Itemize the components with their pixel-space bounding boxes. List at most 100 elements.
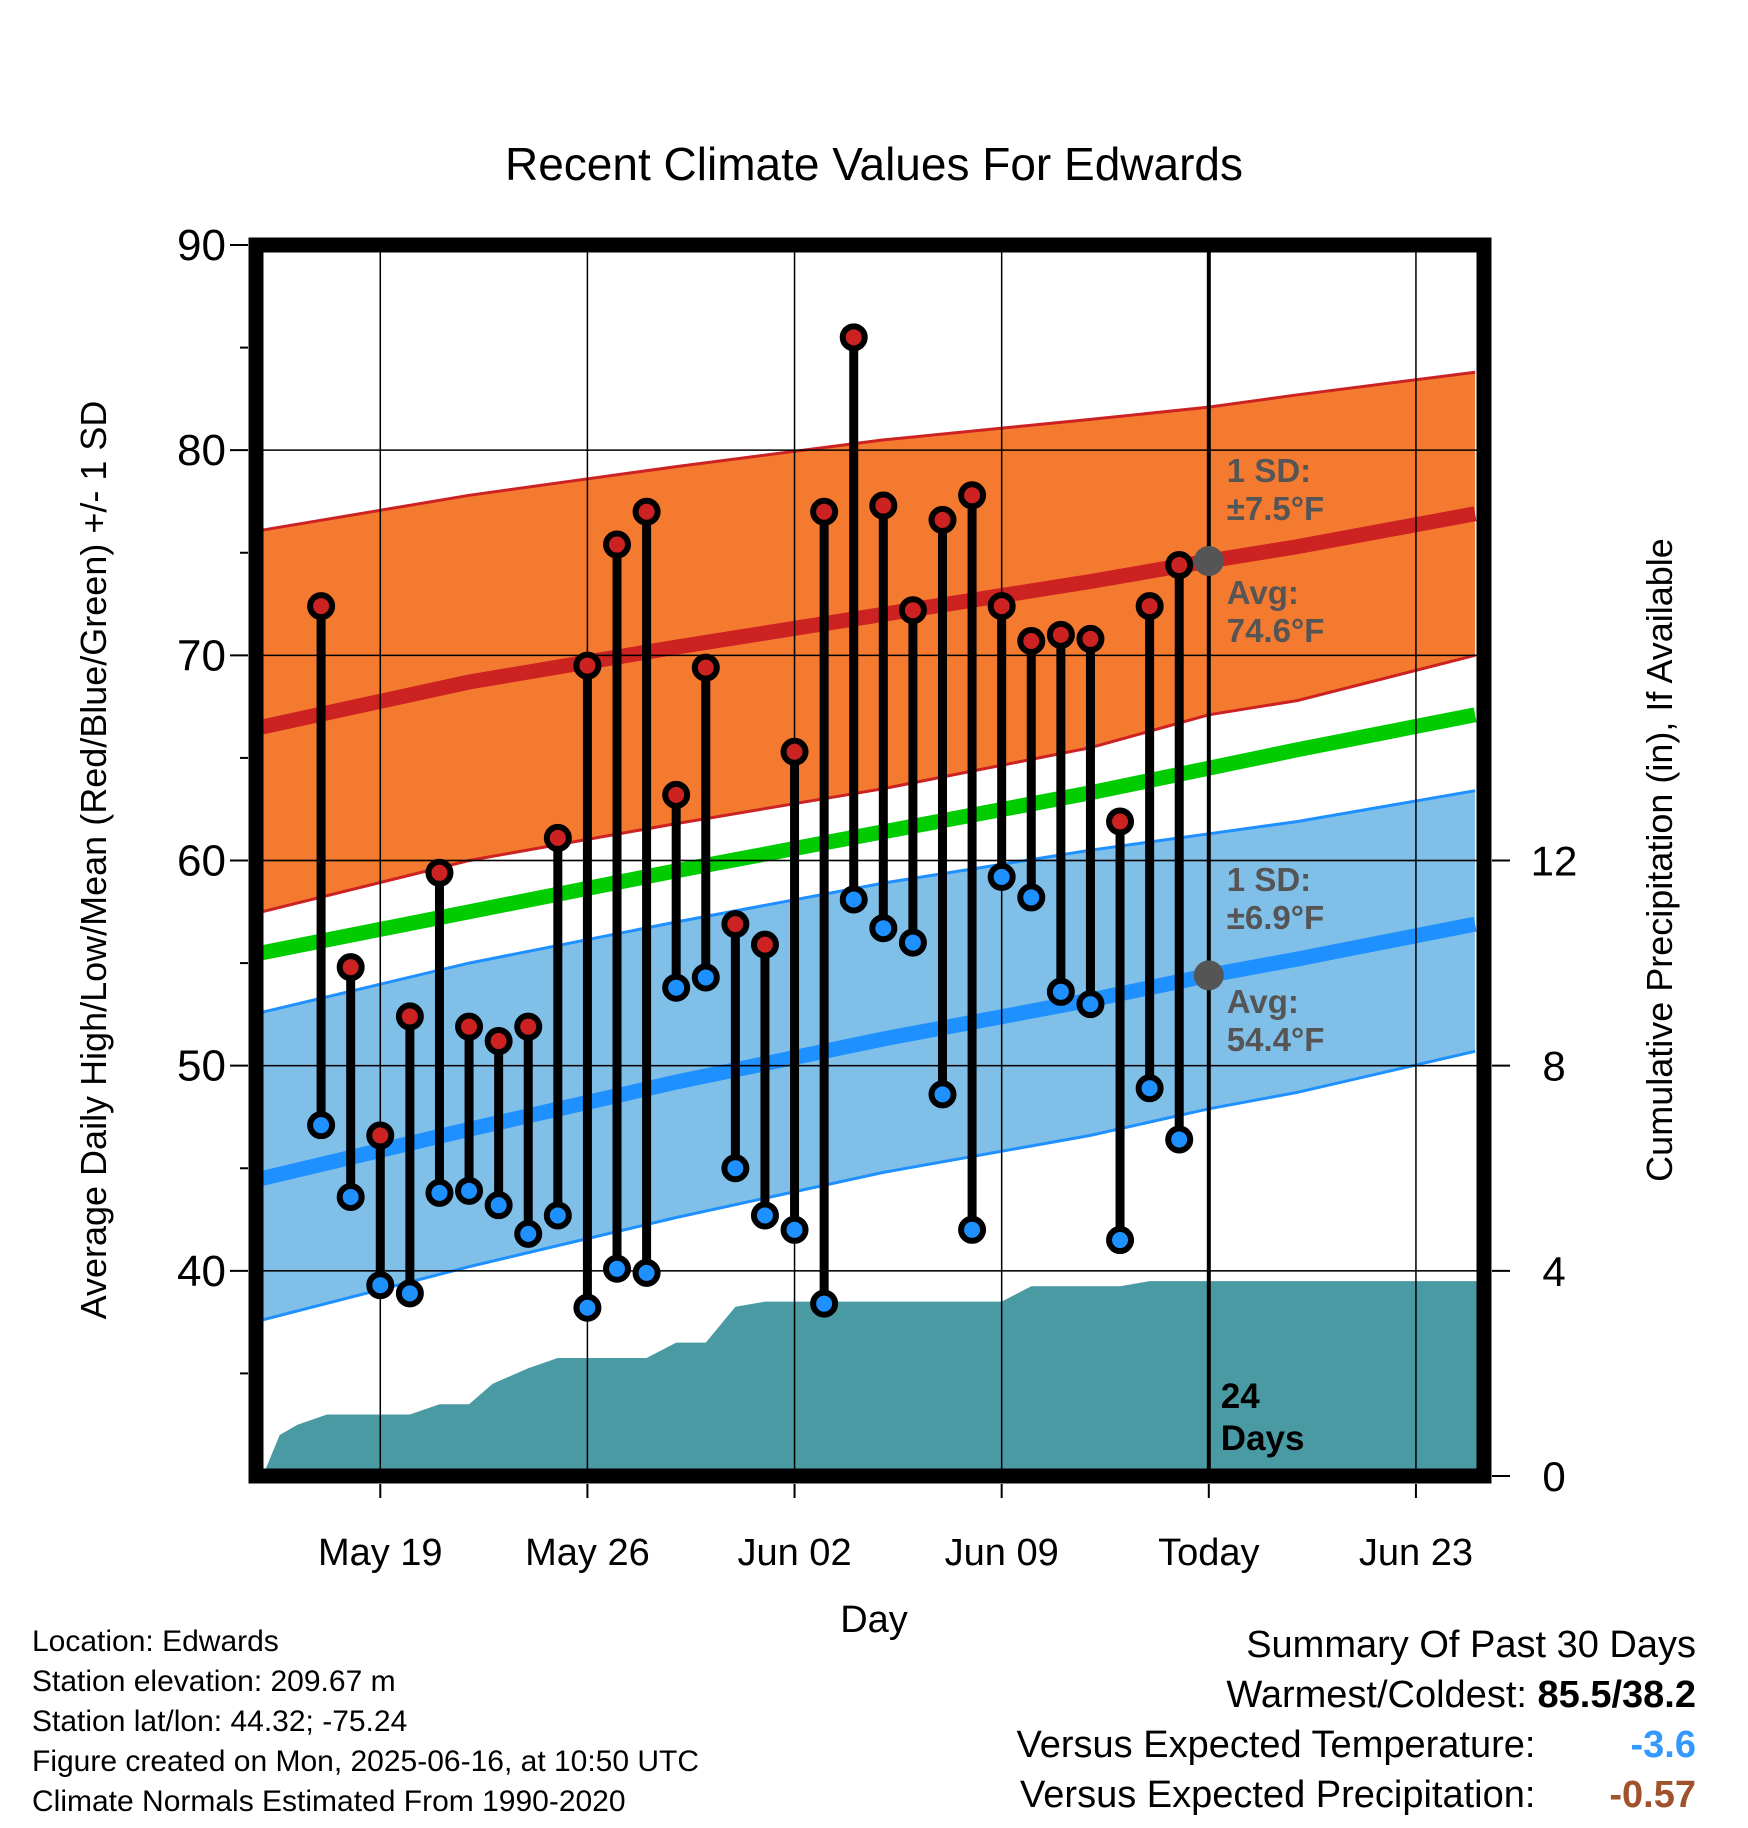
created-text: Figure created on Mon, 2025-06-16, at 10… xyxy=(32,1745,700,1778)
y-tick-label: 80 xyxy=(177,426,226,475)
daily-low-point xyxy=(780,1215,809,1244)
low-avg-annotation-line: Avg: xyxy=(1227,983,1299,1020)
daily-low-point xyxy=(484,1191,513,1220)
x-tick-label: Jun 09 xyxy=(945,1532,1059,1574)
daily-high-point xyxy=(869,491,898,520)
y2-tick-label: 8 xyxy=(1542,1043,1565,1090)
precip-label: Versus Expected Precipitation: xyxy=(1020,1774,1536,1816)
daily-high-point xyxy=(1106,807,1135,836)
daily-high-point xyxy=(366,1121,395,1150)
daily-low-point xyxy=(632,1258,661,1287)
daily-low-point xyxy=(395,1279,424,1308)
x-tick-label: May 26 xyxy=(525,1532,650,1574)
temp-label: Versus Expected Temperature: xyxy=(1016,1724,1536,1766)
y-tick-label: 90 xyxy=(177,221,226,270)
daily-high-point xyxy=(958,481,987,510)
chart-title: Recent Climate Values For Edwards xyxy=(505,138,1243,190)
low-band-upper-edge xyxy=(261,789,1476,1014)
daily-low-point xyxy=(366,1271,395,1300)
daily-low-point xyxy=(750,1201,779,1230)
daily-high-point xyxy=(336,953,365,982)
daily-high-point xyxy=(307,592,336,621)
y-tick-label: 40 xyxy=(177,1247,226,1296)
today-days-label-line: Days xyxy=(1221,1419,1305,1458)
station-info: Location: Edwards Station elevation: 209… xyxy=(32,1622,699,1822)
daily-low-point xyxy=(1165,1125,1194,1154)
daily-high-point xyxy=(573,651,602,680)
daily-low-point xyxy=(1017,883,1046,912)
low-avg-annotation: Avg: 54.4°F xyxy=(1227,983,1325,1058)
x-tick-label: May 19 xyxy=(318,1532,443,1574)
y-tick-label: 60 xyxy=(177,837,226,886)
daily-high-point xyxy=(514,1012,543,1041)
daily-low-point xyxy=(573,1293,602,1322)
high-sd-band xyxy=(261,372,1476,912)
warm-cold-value: 85.5/38.2 xyxy=(1537,1674,1696,1716)
daily-low-point xyxy=(455,1176,484,1205)
y2-tick-label: 4 xyxy=(1542,1248,1565,1295)
temp-value: -3.6 xyxy=(1630,1724,1696,1766)
plot-frame xyxy=(248,237,1492,1484)
daily-low-point xyxy=(1046,977,1075,1006)
y-tick-label: 50 xyxy=(177,1042,226,1091)
low-sd-annotation-line: 1 SD: xyxy=(1227,861,1311,898)
daily-high-point xyxy=(780,737,809,766)
daily-high-point xyxy=(810,497,839,526)
high-avg-annotation-line: Avg: xyxy=(1227,574,1299,611)
daily-low-point xyxy=(307,1111,336,1140)
daily-high-point xyxy=(928,505,957,534)
daily-high-point xyxy=(1165,551,1194,580)
normal-mean-line xyxy=(260,707,1477,961)
daily-low-point xyxy=(662,973,691,1002)
high-sd-annotation: 1 SD: ±7.5°F xyxy=(1227,452,1324,527)
y-axis-label: Average Daily High/Low/Mean (Red/Blue/Gr… xyxy=(73,401,114,1320)
daily-high-point xyxy=(632,497,661,526)
daily-low-point xyxy=(543,1201,572,1230)
today-days-label-line: 24 xyxy=(1221,1377,1260,1416)
normal-high-line xyxy=(260,506,1477,735)
daily-high-point xyxy=(1046,620,1075,649)
y2-axis-label: Cumulative Precipitation (in), If Availa… xyxy=(1639,538,1680,1182)
latlon-text: Station lat/lon: 44.32; -75.24 xyxy=(32,1705,408,1738)
location-text: Location: Edwards xyxy=(32,1625,279,1658)
high-band-lower-edge xyxy=(261,653,1476,914)
today-days-label: 24 Days xyxy=(1221,1377,1305,1458)
low-sd-annotation-line: ±6.9°F xyxy=(1227,899,1324,936)
normal-low-line xyxy=(260,916,1477,1186)
daily-high-point xyxy=(691,653,720,682)
daily-high-point xyxy=(455,1012,484,1041)
y-tick-label: 70 xyxy=(177,631,226,680)
daily-high-point xyxy=(898,596,927,625)
daily-low-point xyxy=(987,862,1016,891)
daily-low-point xyxy=(810,1289,839,1318)
x-axis-label: Day xyxy=(840,1599,908,1641)
summary-warm-cold: Warmest/Coldest: 85.5/38.2 xyxy=(1017,1670,1696,1720)
daily-high-point xyxy=(750,930,779,959)
elevation-text: Station elevation: 209.67 m xyxy=(32,1665,396,1698)
daily-high-point xyxy=(543,823,572,852)
daily-low-point xyxy=(928,1080,957,1109)
x-tick-label: Jun 23 xyxy=(1359,1532,1473,1574)
daily-high-point xyxy=(1135,592,1164,621)
daily-high-point xyxy=(603,530,632,559)
low-avg-annotation-line: 54.4°F xyxy=(1227,1021,1325,1058)
y2-tick-label: 0 xyxy=(1542,1453,1565,1500)
summary-title: Summary Of Past 30 Days xyxy=(1246,1624,1696,1666)
low-band-lower-edge xyxy=(261,1049,1476,1322)
x-tick-label: Jun 02 xyxy=(737,1532,851,1574)
daily-low-point xyxy=(514,1219,543,1248)
warm-cold-label: Warmest/Coldest: xyxy=(1226,1674,1527,1716)
daily-high-point xyxy=(425,858,454,887)
daily-low-point xyxy=(869,914,898,943)
summary-precip: Versus Expected Precipitation: -0.57 xyxy=(1017,1770,1696,1820)
high-avg-annotation-line: 74.6°F xyxy=(1227,612,1325,649)
today-low-avg-marker xyxy=(1193,960,1224,991)
daily-low-point xyxy=(958,1215,987,1244)
daily-low-point xyxy=(425,1178,454,1207)
daily-high-point xyxy=(721,910,750,939)
daily-high-point xyxy=(662,780,691,809)
plot-clip-group xyxy=(256,245,1484,1476)
daily-low-point xyxy=(1106,1226,1135,1255)
today-high-avg-marker xyxy=(1193,545,1224,576)
